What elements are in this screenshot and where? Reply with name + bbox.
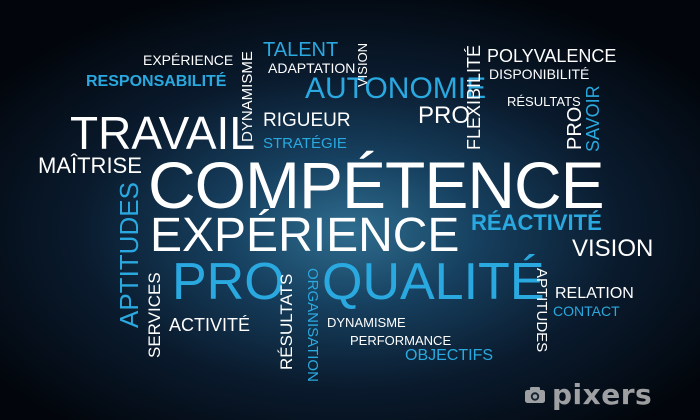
word-experience-small: EXPÉRIENCE [143, 52, 234, 68]
word-talent: TALENT [263, 39, 339, 61]
word-aptitudes-right: APTITUDES [533, 268, 550, 353]
word-disponibilite: DISPONIBILITÉ [489, 66, 590, 82]
word-vision-large: VISION [572, 235, 654, 262]
word-rigueur: RIGUEUR [263, 110, 351, 131]
word-contact: CONTACT [553, 303, 620, 319]
word-competence: COMPÉTENCE [148, 148, 605, 222]
word-autonomie: AUTONOMIE [305, 72, 487, 105]
word-objectifs: OBJECTIFS [405, 347, 494, 364]
word-activite: ACTIVITÉ [169, 315, 251, 335]
word-adaptation: ADAPTATION [268, 60, 356, 76]
word-performance: PERFORMANCE [350, 333, 452, 348]
pixers-watermark: pixers [524, 380, 652, 410]
word-savoir: SAVOIR [583, 85, 603, 152]
pixers-logo: pixers [552, 378, 653, 411]
word-services: SERVICES [145, 272, 164, 358]
word-organisation: ORGANISATION [304, 268, 321, 382]
word-dynamisme-horizontal: DYNAMISME [327, 315, 406, 330]
word-experience-large: EXPÉRIENCE [150, 209, 460, 262]
word-vision-vertical: VISION [355, 42, 370, 87]
word-qualite: QUALITÉ [322, 253, 545, 311]
word-maitrise: MAÎTRISE [38, 153, 142, 178]
word-strategie: STRATÉGIE [263, 135, 347, 152]
word-pro-medium: PRO [418, 102, 471, 129]
word-polyvalence: POLYVALENCE [487, 46, 617, 66]
word-flexibilite: FLEXIBILITÉ [464, 44, 484, 150]
word-reactivite: RÉACTIVITÉ [471, 210, 602, 235]
word-dynamisme-vertical: DYNAMISME [239, 51, 256, 142]
word-resultats-small: RÉSULTATS [507, 94, 581, 109]
word-resultats-vertical: RÉSULTATS [277, 273, 296, 370]
camera-icon [525, 387, 545, 403]
word-relation: RELATION [555, 285, 634, 302]
word-travail: TRAVAIL [70, 107, 255, 159]
word-pro-vertical: PRO [564, 106, 586, 150]
word-responsabilite: RESPONSABILITÉ [86, 73, 227, 90]
word-pro-large: PRO [172, 253, 285, 311]
word-aptitudes-left: APTITUDES [114, 182, 144, 328]
